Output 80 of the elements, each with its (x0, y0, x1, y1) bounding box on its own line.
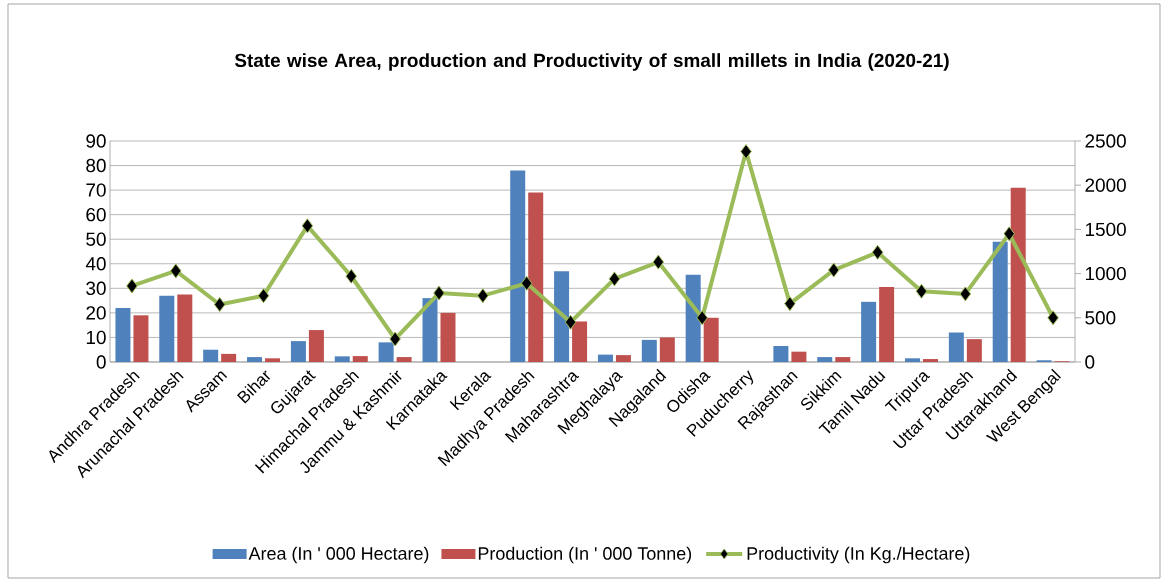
y-tick-label: 20 (86, 306, 106, 320)
bar (641, 339, 657, 362)
bar (177, 294, 193, 362)
point (433, 285, 445, 301)
y2-tick-label: 1000 (1085, 266, 1126, 281)
bar (879, 287, 895, 362)
bar (922, 359, 938, 362)
point (126, 278, 138, 294)
point (871, 244, 884, 260)
bar (308, 330, 324, 362)
bar (659, 337, 675, 362)
bar (159, 295, 175, 362)
point (345, 268, 358, 284)
bar (773, 346, 789, 362)
y-tick-label: 10 (86, 330, 106, 345)
point (959, 286, 972, 302)
legend-label: Area (In ' 000 Hectare) (248, 546, 429, 564)
point (696, 310, 708, 326)
bar (703, 317, 719, 362)
bar (203, 349, 219, 362)
y-tick-label: 80 (86, 158, 106, 173)
point (784, 296, 796, 312)
y-tick-label: 40 (85, 257, 106, 271)
bar (247, 357, 263, 362)
y-tick-label: 50 (86, 232, 106, 246)
bar (352, 356, 368, 362)
point (213, 297, 226, 313)
point (520, 275, 533, 291)
bar (334, 356, 350, 362)
bar (685, 274, 701, 362)
bar (265, 358, 281, 362)
y2-tick-label: 500 (1085, 311, 1116, 325)
y-tick-label: 30 (86, 281, 106, 296)
bar (510, 170, 526, 362)
y-tick-label: 0 (96, 355, 106, 369)
point (301, 218, 314, 234)
y2-tick-label: 1500 (1085, 222, 1126, 237)
bar (440, 312, 456, 362)
bar (422, 298, 438, 362)
bar (290, 341, 306, 362)
bar (861, 301, 877, 362)
y-tick-label: 90 (86, 134, 106, 148)
legend-label: Production (In ' 000 Tonne) (478, 546, 692, 564)
legend-label: Productivity (In Kg./Hectare) (747, 546, 970, 564)
point (652, 254, 665, 270)
y-tick-label: 60 (86, 207, 106, 222)
bar (396, 357, 412, 362)
point (828, 262, 840, 278)
bar (378, 342, 394, 362)
chart-title: State wise Area, production and Productivity of small millets in India (2020-21) (234, 53, 949, 71)
bar (948, 332, 964, 362)
point (389, 331, 401, 347)
point (608, 271, 621, 287)
y2-tick-label: 2000 (1085, 178, 1126, 192)
bar (572, 321, 588, 362)
bar (115, 307, 131, 362)
bar (835, 357, 851, 362)
point (1003, 226, 1015, 242)
point (915, 283, 928, 299)
bar (817, 357, 833, 362)
point (740, 144, 752, 160)
bar (791, 351, 807, 362)
y-tick-label: 70 (86, 183, 106, 197)
bar (554, 271, 570, 362)
bar (904, 358, 920, 362)
bar (597, 354, 613, 362)
bar (528, 192, 544, 362)
point (170, 263, 182, 279)
y2-tick-label: 2500 (1085, 134, 1126, 148)
point (1047, 310, 1059, 326)
bar (966, 339, 982, 362)
bar (992, 241, 1008, 362)
point (477, 288, 489, 304)
point (257, 288, 270, 304)
bar (1010, 187, 1026, 362)
bar (615, 355, 631, 362)
y2-tick-label: 0 (1085, 355, 1095, 369)
bar (133, 315, 149, 362)
point (564, 314, 577, 330)
bar (221, 353, 237, 362)
